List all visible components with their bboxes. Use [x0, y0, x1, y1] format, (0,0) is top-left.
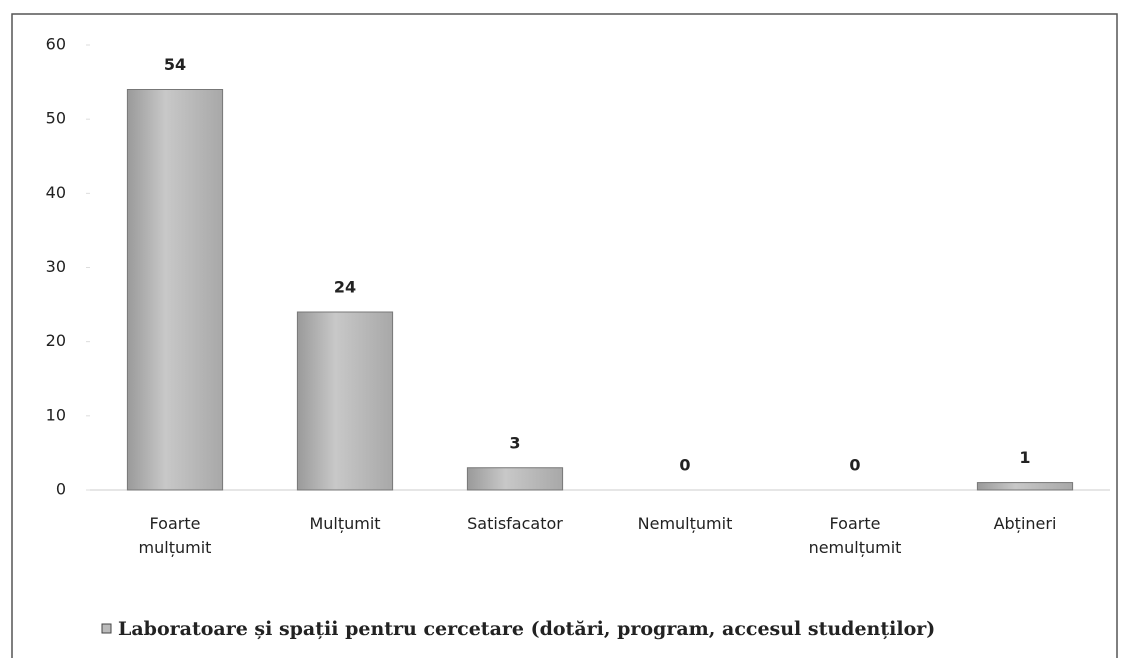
x-tick-label: Satisfacator: [467, 514, 563, 533]
value-label: 1: [1019, 448, 1030, 467]
value-label: 0: [679, 456, 690, 475]
x-tick-label: Foarte mulțumit: [138, 514, 212, 557]
x-tick-label: Foarte nemulțumit: [808, 514, 902, 557]
bar: [126, 89, 224, 491]
value-label: 24: [334, 278, 356, 297]
x-tick-label: Abțineri: [993, 514, 1057, 533]
chart-border: [11, 13, 1118, 658]
value-label: 3: [509, 433, 520, 452]
bar: [466, 467, 564, 491]
bar: [976, 482, 1074, 491]
y-tick-label: 0: [56, 480, 66, 499]
x-tick-label: Mulțumit: [309, 514, 381, 533]
y-tick-label: 20: [46, 331, 66, 350]
y-tick-label: 40: [46, 183, 66, 202]
y-tick-label: 50: [46, 109, 66, 128]
value-label: 54: [164, 55, 186, 74]
bar: [296, 311, 394, 491]
y-tick-label: 10: [46, 405, 66, 424]
legend-label: Laboratoare și spații pentru cercetare (…: [118, 618, 935, 640]
y-tick-label: 30: [46, 257, 66, 276]
y-tick-label: 60: [46, 35, 66, 54]
legend-swatch: [101, 623, 112, 634]
x-tick-label: Nemulțumit: [637, 514, 733, 533]
value-label: 0: [849, 456, 860, 475]
